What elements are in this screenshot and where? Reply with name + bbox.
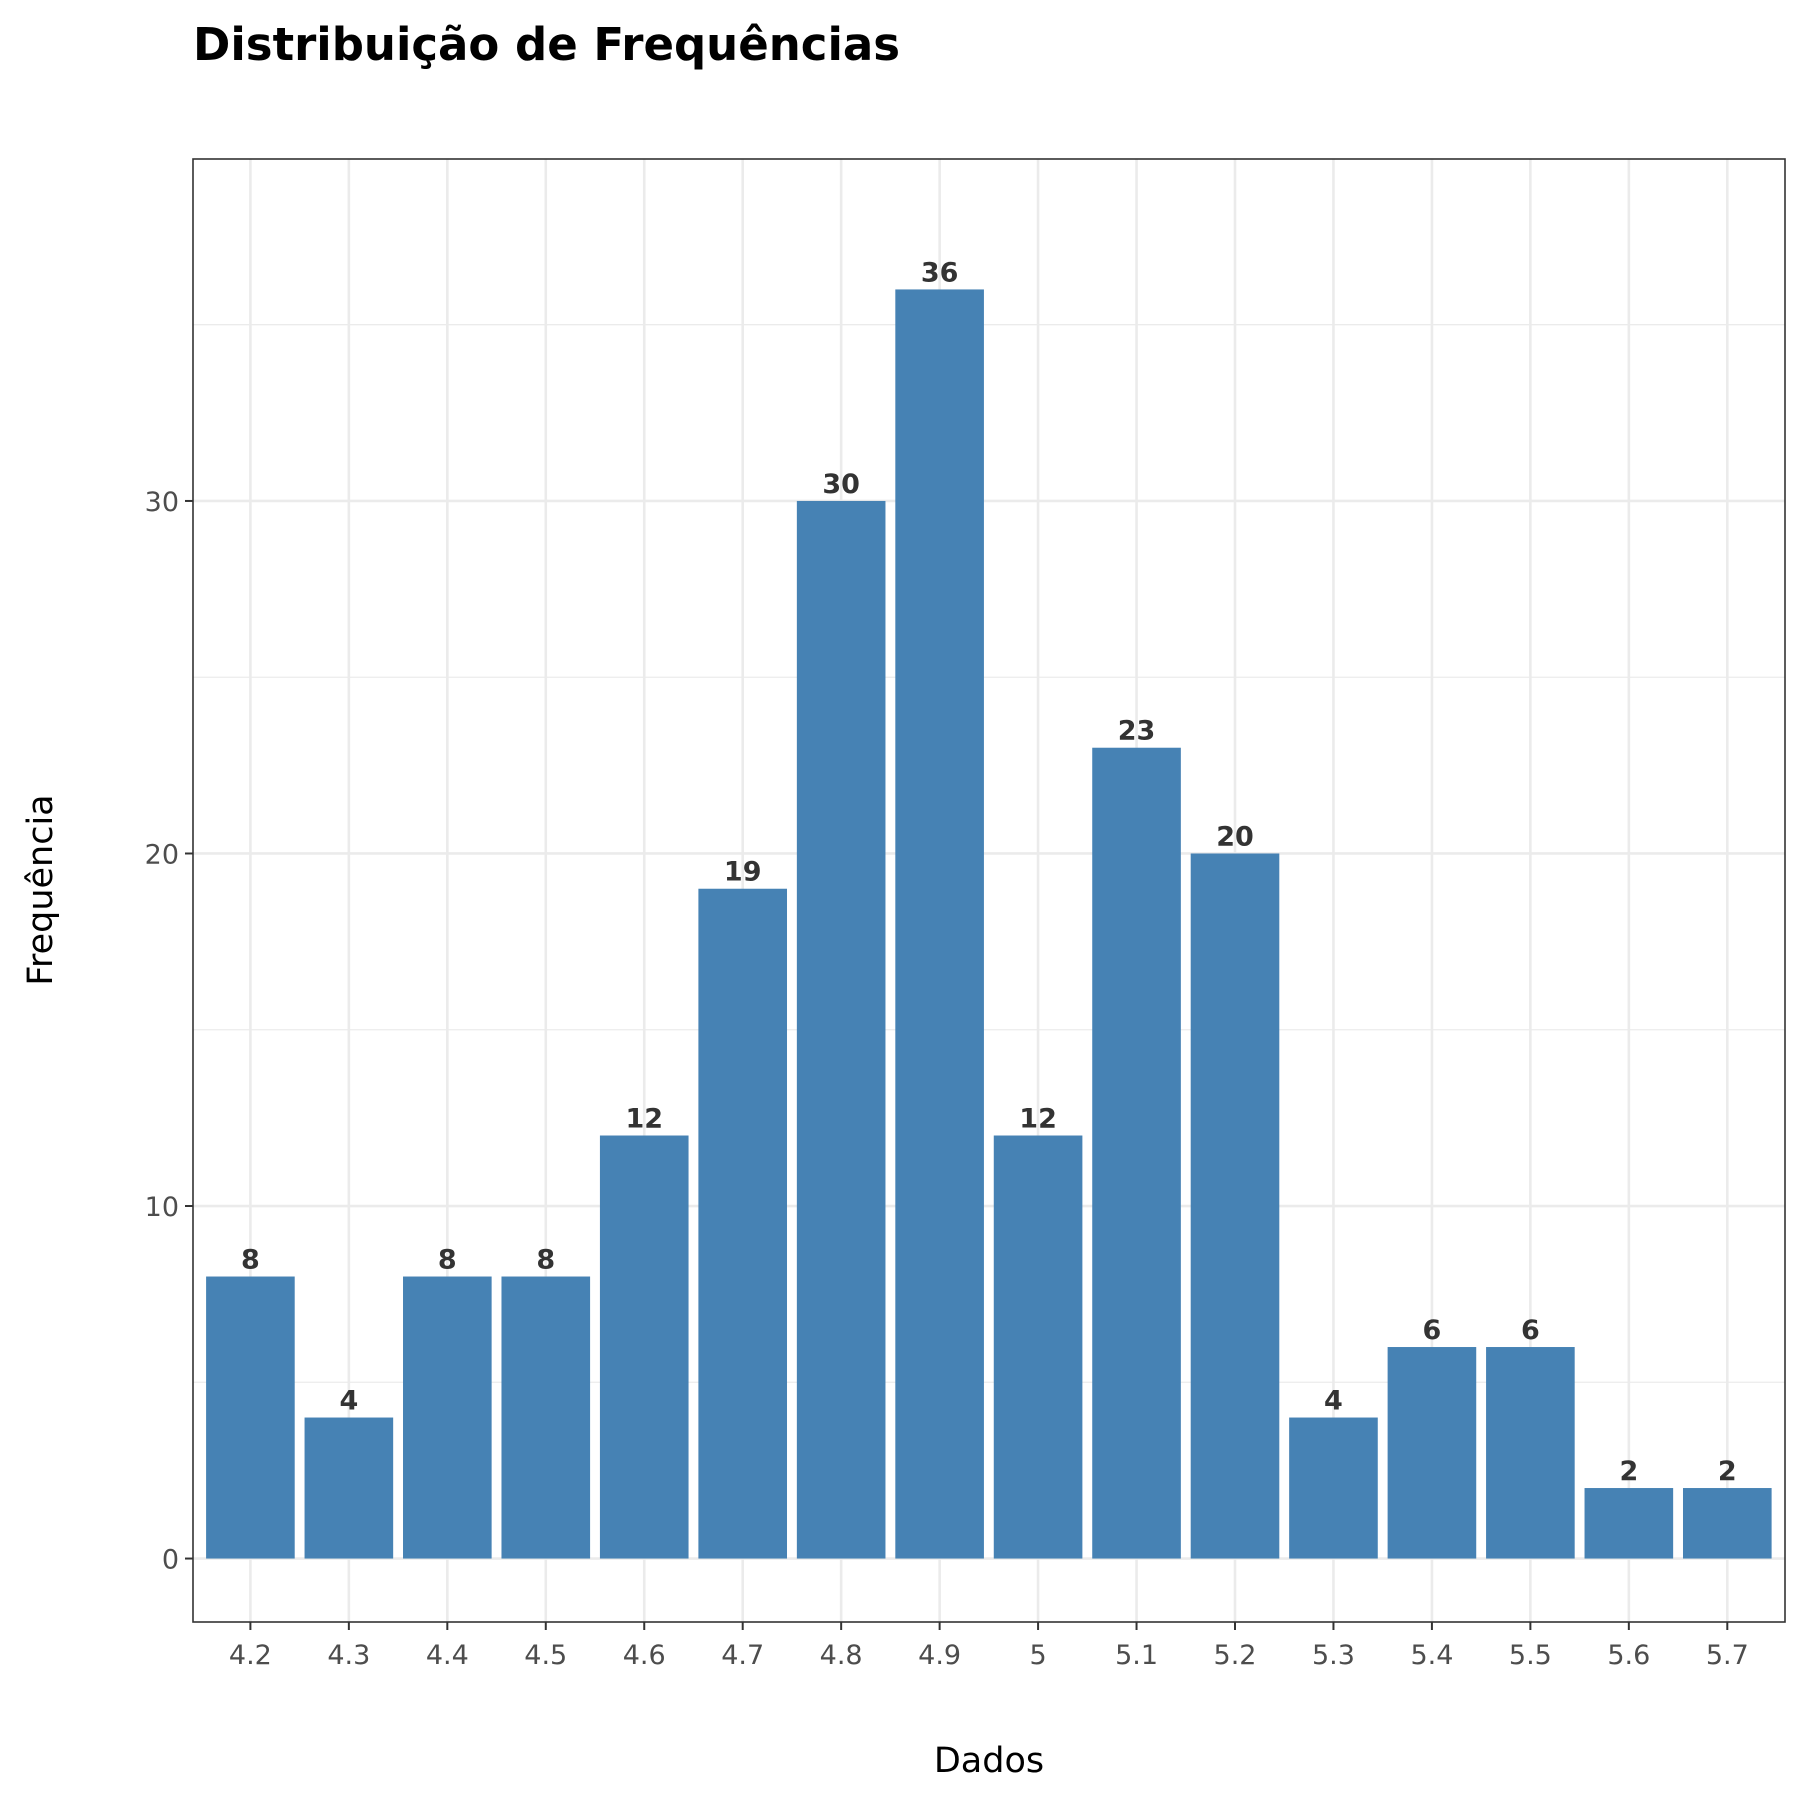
bar	[1486, 1347, 1575, 1559]
bar	[1682, 1488, 1772, 1559]
x-tick-label: 4.7	[721, 1640, 764, 1671]
bar	[1584, 1488, 1674, 1559]
x-tick-label: 4.5	[524, 1640, 567, 1671]
data-label: 2	[1619, 1456, 1638, 1487]
x-tick-label: 5.2	[1214, 1640, 1257, 1671]
bars	[206, 289, 1772, 1559]
x-tick-label: 4.2	[229, 1640, 272, 1671]
x-tick-label: 5.5	[1509, 1640, 1552, 1671]
y-axis-label: Frequência	[21, 794, 61, 985]
data-label: 4	[339, 1386, 358, 1417]
bar	[501, 1276, 591, 1559]
panel-border	[192, 158, 1786, 1623]
data-label: 4	[1324, 1386, 1343, 1417]
data-label: 8	[438, 1245, 457, 1276]
chart-title: Distribuição de Frequências	[193, 18, 900, 71]
data-label: 8	[241, 1245, 260, 1276]
bar	[895, 289, 984, 1559]
bar	[698, 888, 788, 1559]
bar	[1092, 747, 1181, 1559]
bar	[1289, 1417, 1378, 1559]
data-label: 6	[1423, 1315, 1442, 1346]
x-tick-label: 4.4	[426, 1640, 469, 1671]
x-tick-label: 4.3	[327, 1640, 370, 1671]
data-label: 12	[1019, 1104, 1057, 1135]
data-label: 12	[625, 1104, 663, 1135]
bar	[599, 1135, 689, 1559]
x-tick-label: 5	[1029, 1640, 1046, 1671]
data-label: 23	[1118, 716, 1156, 747]
data-label: 6	[1521, 1315, 1540, 1346]
bar	[304, 1417, 394, 1559]
data-label: 2	[1718, 1456, 1737, 1487]
x-tick-label: 5.3	[1312, 1640, 1355, 1671]
data-label: 20	[1216, 821, 1254, 852]
x-tick-label: 4.9	[918, 1640, 961, 1671]
axis-ticks: 4.2 4.3 4.4 4.5 4.6 4.7 4.8 4.9 5 5.1 5.2 5.3 5.4 5.5…	[145, 487, 1749, 1671]
x-tick-label: 5.4	[1410, 1640, 1453, 1671]
bar	[993, 1135, 1083, 1559]
data-label: 8	[536, 1245, 555, 1276]
x-tick-label: 5.1	[1115, 1640, 1158, 1671]
data-labels: 8 4 8 8 12 19 30 36 12 23 20 4 6 6 2 2	[241, 257, 1737, 1487]
x-tick-label: 5.6	[1607, 1640, 1650, 1671]
y-tick-label: 20	[145, 839, 179, 870]
x-tick-label: 4.8	[820, 1640, 863, 1671]
bar	[1387, 1347, 1477, 1559]
x-axis-label: Dados	[934, 1741, 1044, 1781]
bar	[796, 500, 886, 1559]
x-tick-label: 5.7	[1706, 1640, 1749, 1671]
y-tick-label: 10	[145, 1192, 179, 1223]
data-label: 19	[724, 857, 762, 888]
data-label: 30	[822, 469, 860, 500]
bar	[206, 1276, 295, 1559]
bar	[1190, 853, 1280, 1559]
x-tick-label: 4.6	[623, 1640, 666, 1671]
bar	[403, 1276, 492, 1559]
y-tick-label: 30	[145, 487, 179, 518]
y-tick-label: 0	[162, 1545, 179, 1576]
data-label: 36	[921, 257, 959, 288]
